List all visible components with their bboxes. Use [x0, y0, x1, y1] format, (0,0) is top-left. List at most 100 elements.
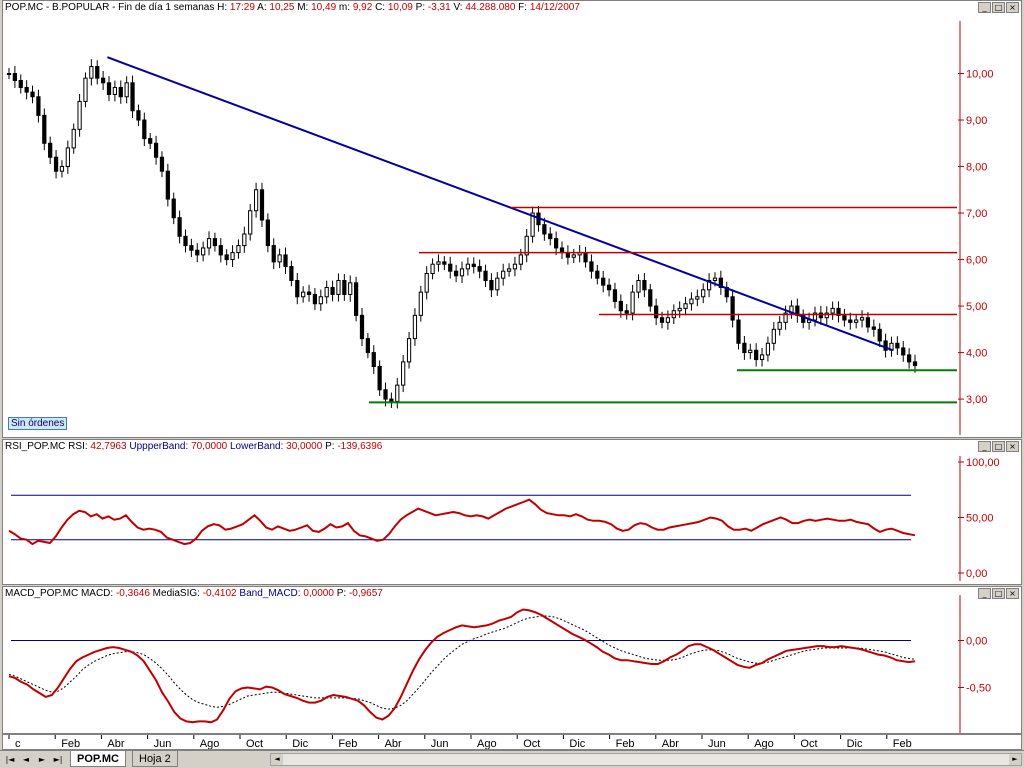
last-sheet-button[interactable]: ►|	[53, 755, 63, 764]
minimize-button[interactable]: _	[978, 2, 991, 13]
candle-body	[459, 268, 465, 277]
first-sheet-button[interactable]: |◄	[5, 755, 15, 764]
candle-body	[18, 79, 23, 88]
maximize-button[interactable]: □	[992, 2, 1005, 13]
candle-body	[348, 282, 353, 295]
candle-body	[424, 273, 429, 293]
candle-body	[36, 96, 41, 116]
trendline	[107, 56, 894, 352]
macd-y-tick-label: 0,00	[966, 635, 987, 647]
signal-label: MediaSIG:	[152, 588, 200, 599]
price-y-tick-label: 9,00	[966, 115, 987, 127]
macd-chart-panel[interactable]: MACD_POP.MC MACD: -0,3646 MediaSIG: -0,4…	[2, 586, 1022, 734]
scroll-right-icon[interactable]: ►	[1009, 754, 1021, 765]
x-tick-label: Jun	[431, 738, 449, 749]
x-tick-label: Feb	[61, 738, 80, 749]
tab-pop-mc[interactable]: POP.MC	[70, 751, 126, 767]
close-button[interactable]: ×	[1006, 2, 1019, 13]
candle-body	[465, 263, 471, 270]
candle-body	[589, 261, 594, 272]
candle-body	[418, 291, 423, 316]
candle-body	[124, 82, 129, 98]
prev-sheet-button[interactable]: ◄	[22, 755, 30, 764]
candle-body	[259, 189, 265, 221]
rsi-close-button[interactable]: ×	[1006, 441, 1019, 452]
x-tick-label: Oct	[246, 738, 263, 749]
rsi-minimize-button[interactable]: _	[978, 441, 991, 452]
v-value: 44.288.080	[465, 2, 516, 13]
candle-body	[436, 261, 441, 265]
rsi-chart-panel[interactable]: RSI_POP.MC RSI: 42,7963 UppperBand: 70,0…	[2, 439, 1022, 585]
macd-y-tick-label: -0,50	[966, 683, 991, 695]
upper-band-value: 70,0000	[191, 441, 228, 452]
candle-body	[706, 279, 712, 291]
sheet-tabs-bar: |◄ ◄ ► ►| POP.MC Hoja 2 ◄ ►	[0, 750, 1024, 768]
x-tick-label: Feb	[616, 738, 635, 749]
candle-body	[554, 238, 559, 249]
candle-body	[495, 277, 500, 291]
candle-body	[606, 284, 612, 291]
price-y-tick-label: 4,00	[966, 348, 987, 360]
x-tick-label: Feb	[338, 738, 357, 749]
candle-body	[77, 100, 82, 130]
rsi-maximize-button[interactable]: □	[992, 441, 1005, 452]
rsi-p-value: -139,6396	[337, 441, 383, 452]
horizontal-scrollbar[interactable]: ◄ ►	[270, 753, 1022, 766]
candle-body	[453, 270, 459, 277]
candle-body	[65, 147, 70, 168]
rsi-p-label: P:	[325, 441, 335, 452]
candle-body	[248, 210, 253, 235]
candle-body	[448, 263, 453, 272]
macd-maximize-button[interactable]: □	[992, 588, 1005, 599]
candle-body	[812, 312, 818, 321]
candle-body	[289, 266, 294, 281]
candle-body	[636, 279, 641, 293]
candle-body	[648, 289, 653, 307]
candle-body	[42, 114, 47, 144]
candle-body	[501, 270, 506, 279]
rsi-label: RSI:	[68, 441, 88, 452]
candle-body	[136, 110, 141, 121]
candle-body	[677, 307, 682, 312]
candle-body	[153, 142, 159, 158]
candle-body	[106, 82, 112, 95]
macd-close-button[interactable]: ×	[1006, 588, 1019, 599]
macd-p-label: P:	[336, 588, 347, 599]
candle-body	[395, 384, 400, 402]
x-tick-label: Abr	[107, 738, 124, 749]
candle-body	[389, 398, 394, 402]
candle-body	[701, 289, 706, 298]
macd-p-value: -0,9657	[348, 588, 383, 599]
candle-body	[330, 286, 335, 295]
rsi-y-tick-label: 100,00	[966, 457, 1000, 469]
m-label: M:	[297, 2, 309, 13]
price-chart-panel[interactable]: POP.MC - B.POPULAR - Fin de día 1 semana…	[2, 0, 1022, 438]
candle-body	[336, 279, 341, 295]
candle-body	[695, 296, 700, 300]
rsi-line	[8, 498, 916, 546]
candle-body	[712, 277, 718, 281]
macd-chart-svg: 0,00 -0,50	[8, 595, 991, 733]
candle-body	[342, 279, 347, 295]
mlow-label: m:	[338, 2, 351, 13]
candle-body	[353, 282, 359, 316]
candle-body	[836, 307, 841, 316]
h-label: H:	[217, 2, 228, 13]
next-sheet-button[interactable]: ►	[38, 755, 46, 764]
x-tick-label: Jun	[154, 738, 172, 749]
candle-body	[218, 245, 223, 256]
orders-status-label[interactable]: Sin órdenes	[8, 417, 68, 430]
candle-body	[242, 233, 247, 247]
macd-value: -0,3646	[115, 588, 150, 599]
macd-label: MACD:	[80, 588, 114, 599]
x-tick-label: Oct	[523, 738, 540, 749]
tab-hoja-2[interactable]: Hoja 2	[132, 751, 178, 767]
scroll-left-icon[interactable]: ◄	[271, 754, 283, 765]
candle-body	[854, 319, 859, 323]
macd-minimize-button[interactable]: _	[978, 588, 991, 599]
x-tick-label: Ago	[477, 738, 497, 749]
candle-body	[818, 312, 823, 319]
candle-body	[783, 312, 788, 323]
candle-body	[206, 238, 212, 249]
rsi-value: 42,7963	[90, 441, 127, 452]
